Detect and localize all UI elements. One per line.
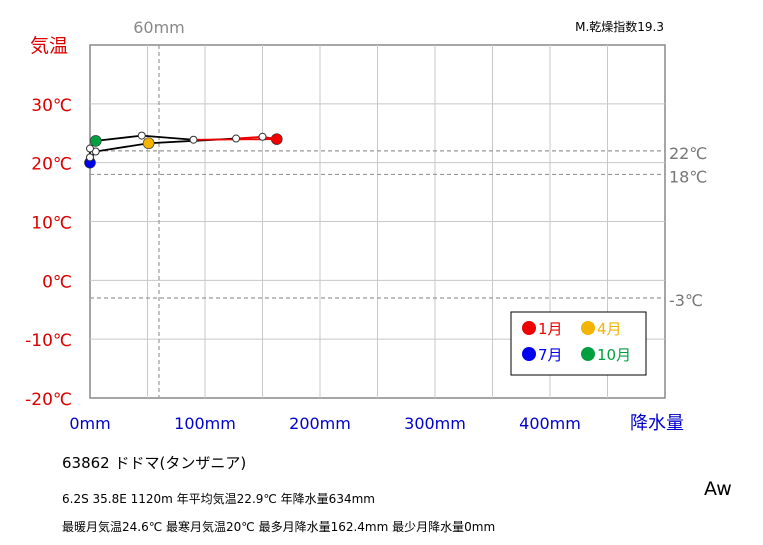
legend-label-10: 10月 <box>597 346 631 364</box>
station-info-line2: 最暖月気温24.6℃ 最寒月気温20℃ 最多月降水量162.4mm 最少月降水量… <box>62 520 496 534</box>
month-point-12 <box>189 135 198 144</box>
legend-box <box>510 311 647 376</box>
x-tick-label: 400mm <box>519 414 581 433</box>
month-marker-4 <box>142 137 155 150</box>
legend-label-7: 7月 <box>538 346 563 364</box>
series-segment <box>95 134 142 142</box>
x-axis-label: 降水量 <box>630 413 684 434</box>
month-point-11 <box>137 131 146 140</box>
y-tick-label: -10℃ <box>25 331 72 351</box>
month-marker-1 <box>270 133 283 145</box>
grid-lines <box>90 45 665 398</box>
station-info-line1: 6.2S 35.8E 1120m 年平均気温22.9℃ 年降水量634mm <box>62 492 375 506</box>
month-point-2 <box>258 132 267 141</box>
reference-label-temp: -3℃ <box>669 291 703 310</box>
x-tick-label: 300mm <box>404 414 466 433</box>
tick-labels: 0mm 100mm 200mm 300mm 400mm 30℃ 20℃ 10℃ 0℃ -10℃ -2… <box>25 96 581 433</box>
y-tick-label: 0℃ <box>42 272 72 292</box>
reference-label-temp: 22℃ <box>669 144 707 163</box>
x-tick-label: 100mm <box>174 414 236 433</box>
month-point-8 <box>86 153 94 162</box>
legend-label-1: 1月 <box>538 320 563 338</box>
legend: 1月 4月 7月 10月 <box>510 311 647 376</box>
month-marker-10 <box>89 135 102 147</box>
x-tick-label: 0mm <box>69 414 110 433</box>
reference-label-60mm: 60mm <box>133 18 185 37</box>
month-point-3 <box>232 134 241 143</box>
series-segment <box>235 135 263 140</box>
legend-marker-7 <box>522 347 536 361</box>
series-segment <box>95 142 149 153</box>
x-tick-label: 200mm <box>289 414 351 433</box>
y-tick-label: 30℃ <box>31 96 72 116</box>
y-tick-label: -20℃ <box>25 390 72 410</box>
reference-label-temp: 18℃ <box>669 167 707 186</box>
legend-label-4: 4月 <box>597 320 622 338</box>
climate-series <box>84 131 283 169</box>
legend-marker-4 <box>581 321 595 335</box>
legend-marker-10 <box>581 347 595 361</box>
y-tick-label: 10℃ <box>31 214 72 234</box>
reference-lines: 60mm 22℃ 18℃ -3℃ <box>90 18 707 398</box>
station-name: 63862 ドドマ(タンザニア) <box>62 454 247 472</box>
month-point-9 <box>86 144 94 153</box>
y-axis-label: 気温 <box>30 35 68 57</box>
climate-class: Aw <box>704 478 732 500</box>
y-tick-label: 20℃ <box>31 155 72 175</box>
series-segment <box>141 134 194 141</box>
legend-marker-1 <box>522 321 536 335</box>
aridity-index: M.乾燥指数19.3 <box>575 19 664 34</box>
